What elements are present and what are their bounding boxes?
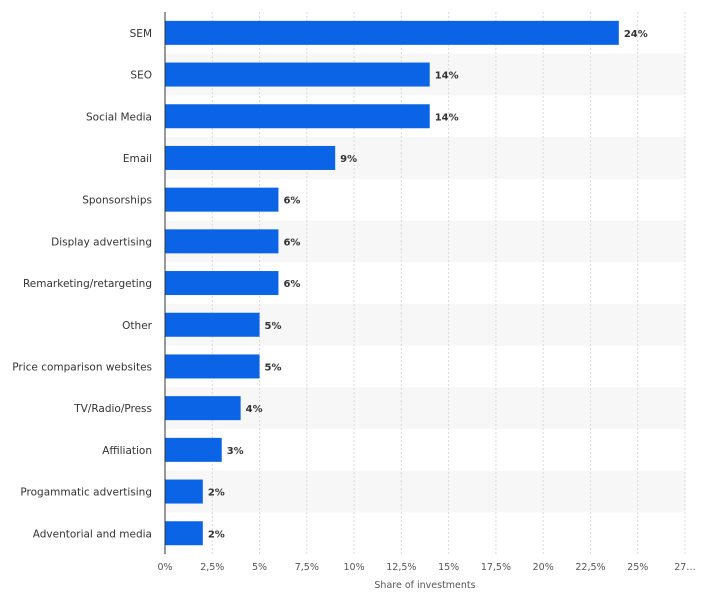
x-tick-label: 22,5% — [575, 562, 605, 573]
bar — [165, 145, 336, 170]
bar — [165, 229, 279, 254]
bar — [165, 396, 241, 421]
category-label: Email — [123, 153, 152, 165]
category-label: Remarketing/retargeting — [23, 278, 152, 290]
bar — [165, 521, 203, 546]
bar — [165, 187, 279, 212]
x-tick-label: 2,5% — [200, 562, 224, 573]
x-tick-label: 12,5% — [386, 562, 416, 573]
bar — [165, 479, 203, 504]
category-label: SEO — [130, 70, 152, 82]
bar — [165, 271, 279, 296]
bars — [165, 20, 619, 546]
x-tick-label: 15% — [438, 562, 459, 573]
category-label: TV/Radio/Press — [73, 403, 152, 415]
x-tick-labels: 0% 2,5% 5% 7,5% 10% 12,5% 15% 17,5% 20% 22,5% 25% 2… — [157, 562, 695, 573]
x-tick-label: 0% — [157, 562, 172, 573]
data-label: 2% — [208, 488, 225, 499]
row-bands — [165, 53, 685, 513]
x-tick-label: 7,5% — [295, 562, 319, 573]
data-labels: 24% 14% 14% 9% 6% 6% 6% 5% 5% 4% 3% 2% 2% — [208, 29, 648, 540]
data-label: 5% — [265, 321, 282, 332]
category-label: Affiliation — [102, 445, 152, 457]
data-label: 14% — [435, 71, 459, 82]
category-label: Other — [122, 320, 152, 332]
bar — [165, 354, 260, 379]
data-label: 24% — [624, 29, 648, 40]
data-label: 6% — [283, 196, 300, 207]
category-label: Adventorial and media — [33, 528, 152, 540]
bar — [165, 104, 430, 129]
bar — [165, 62, 430, 87]
data-label: 5% — [265, 362, 282, 373]
category-labels: SEM SEO Social Media Email Sponsorships Displ… — [12, 28, 152, 540]
data-label: 9% — [340, 154, 357, 165]
x-tick-label: 10% — [344, 562, 365, 573]
category-label: Display advertising — [51, 236, 152, 248]
bar — [165, 20, 619, 45]
data-label: 2% — [208, 529, 225, 540]
data-label: 6% — [283, 279, 300, 290]
x-tick-label: 5% — [252, 562, 267, 573]
category-label: Progammatic advertising — [20, 487, 152, 499]
category-label: Price comparison websites — [12, 361, 152, 373]
category-label: Social Media — [86, 111, 152, 123]
data-label: 14% — [435, 112, 459, 123]
category-label: SEM — [130, 28, 152, 40]
bar — [165, 312, 260, 337]
data-label: 4% — [246, 404, 263, 415]
x-tick-label: 20% — [533, 562, 554, 573]
data-label: 6% — [283, 237, 300, 248]
row-band — [165, 470, 685, 513]
bar — [165, 437, 222, 462]
category-label: Sponsorships — [82, 195, 152, 207]
x-axis-title: Share of investments — [374, 580, 475, 591]
x-tick-label: 25% — [627, 562, 648, 573]
data-label: 3% — [227, 446, 244, 457]
x-tick-label: 27… — [674, 562, 696, 573]
x-tick-label: 17,5% — [481, 562, 511, 573]
row-band — [165, 387, 685, 429]
